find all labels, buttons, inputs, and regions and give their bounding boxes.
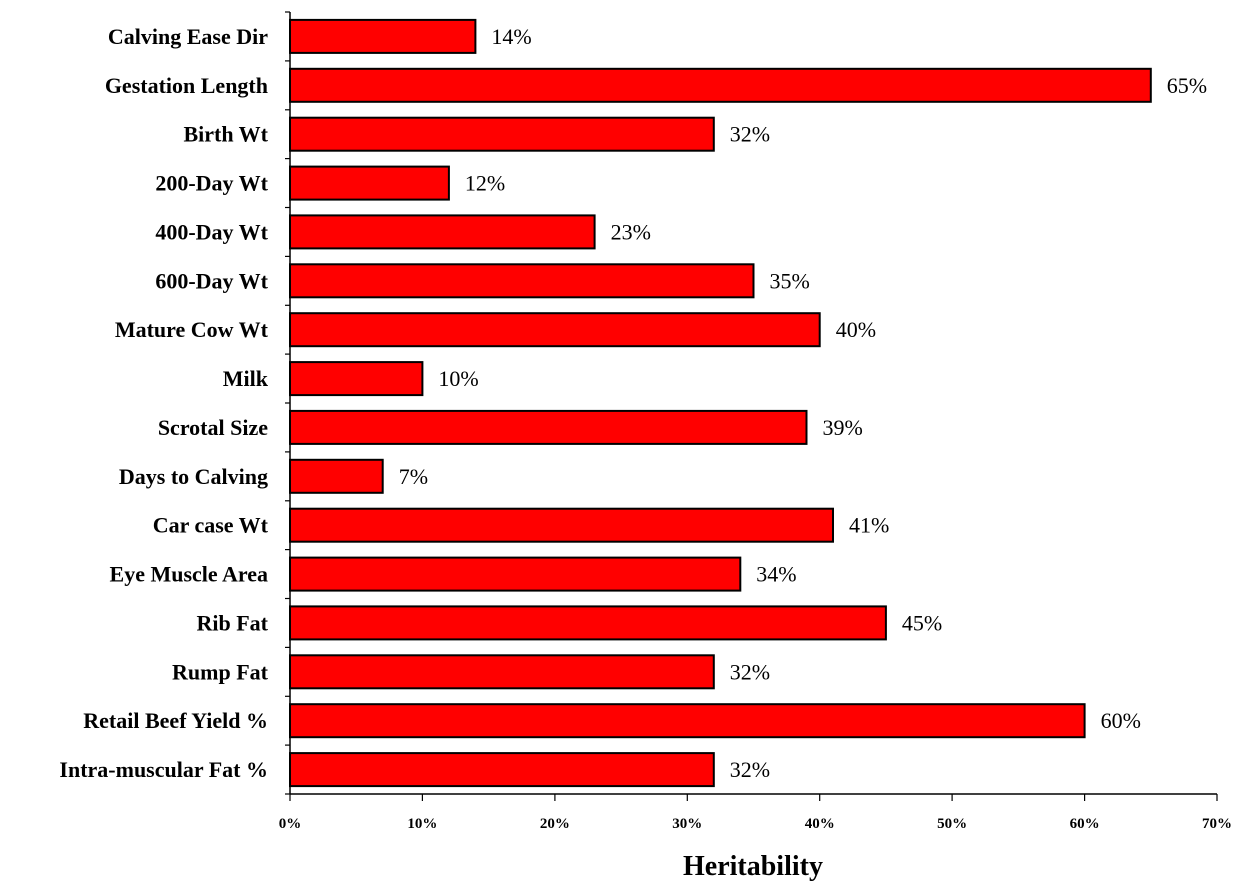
data-label: 23% <box>611 219 651 244</box>
data-label: 35% <box>770 268 810 293</box>
category-label: Intra-muscular Fat % <box>59 757 268 782</box>
labels-layer: Calving Ease Dir 14% Gestation Length 65% Bi… <box>59 24 1232 832</box>
category-label: Milk <box>223 366 269 391</box>
bar <box>289 116 715 152</box>
x-tick-label: 30% <box>672 816 702 832</box>
bar <box>289 703 1086 739</box>
category-label: Days to Calving <box>119 464 268 489</box>
bar <box>289 605 887 641</box>
bar <box>289 67 1152 103</box>
data-label: 45% <box>902 610 942 635</box>
category-label: Retail Beef Yield % <box>83 708 268 733</box>
data-label: 34% <box>756 562 796 587</box>
x-axis-title: Heritability <box>683 851 823 882</box>
data-label: 32% <box>730 122 770 147</box>
data-label: 32% <box>730 659 770 684</box>
bar <box>289 165 450 201</box>
axes-layer <box>285 11 1218 801</box>
category-label: 400-Day Wt <box>155 219 268 244</box>
bar <box>289 409 808 445</box>
data-label: 40% <box>836 317 876 342</box>
data-label: 41% <box>849 513 889 538</box>
data-label: 7% <box>399 464 428 489</box>
bar <box>289 556 742 592</box>
x-tick-label: 70% <box>1202 816 1232 832</box>
bar <box>289 263 755 299</box>
category-label: Rump Fat <box>172 659 269 684</box>
category-label: Rib Fat <box>197 610 269 635</box>
x-tick-label: 40% <box>805 816 835 832</box>
x-tick-label: 20% <box>540 816 570 832</box>
data-label: 60% <box>1101 708 1141 733</box>
bar <box>289 507 834 543</box>
x-tick-label: 60% <box>1070 816 1100 832</box>
x-tick-label: 0% <box>279 816 302 832</box>
bar <box>289 654 715 690</box>
bar <box>289 361 424 397</box>
x-tick-label: 10% <box>407 816 437 832</box>
category-label: 200-Day Wt <box>155 171 268 196</box>
category-label: Eye Muscle Area <box>110 562 268 587</box>
category-label: Birth Wt <box>183 122 268 147</box>
category-label: Calving Ease Dir <box>108 24 268 49</box>
data-label: 14% <box>491 24 531 49</box>
data-label: 39% <box>823 415 863 440</box>
data-label: 65% <box>1167 73 1207 98</box>
bar <box>289 214 596 250</box>
category-label: Car case Wt <box>153 513 269 538</box>
data-label: 32% <box>730 757 770 782</box>
bar <box>289 312 821 348</box>
bar <box>289 18 477 54</box>
bar <box>289 752 715 788</box>
x-tick-label: 50% <box>937 816 967 832</box>
data-label: 10% <box>438 366 478 391</box>
bars-layer <box>289 18 1152 788</box>
category-label: 600-Day Wt <box>155 268 268 293</box>
bar <box>289 458 384 494</box>
category-label: Scrotal Size <box>158 415 268 440</box>
category-label: Mature Cow Wt <box>115 317 269 342</box>
data-label: 12% <box>465 171 505 196</box>
category-label: Gestation Length <box>105 73 268 98</box>
